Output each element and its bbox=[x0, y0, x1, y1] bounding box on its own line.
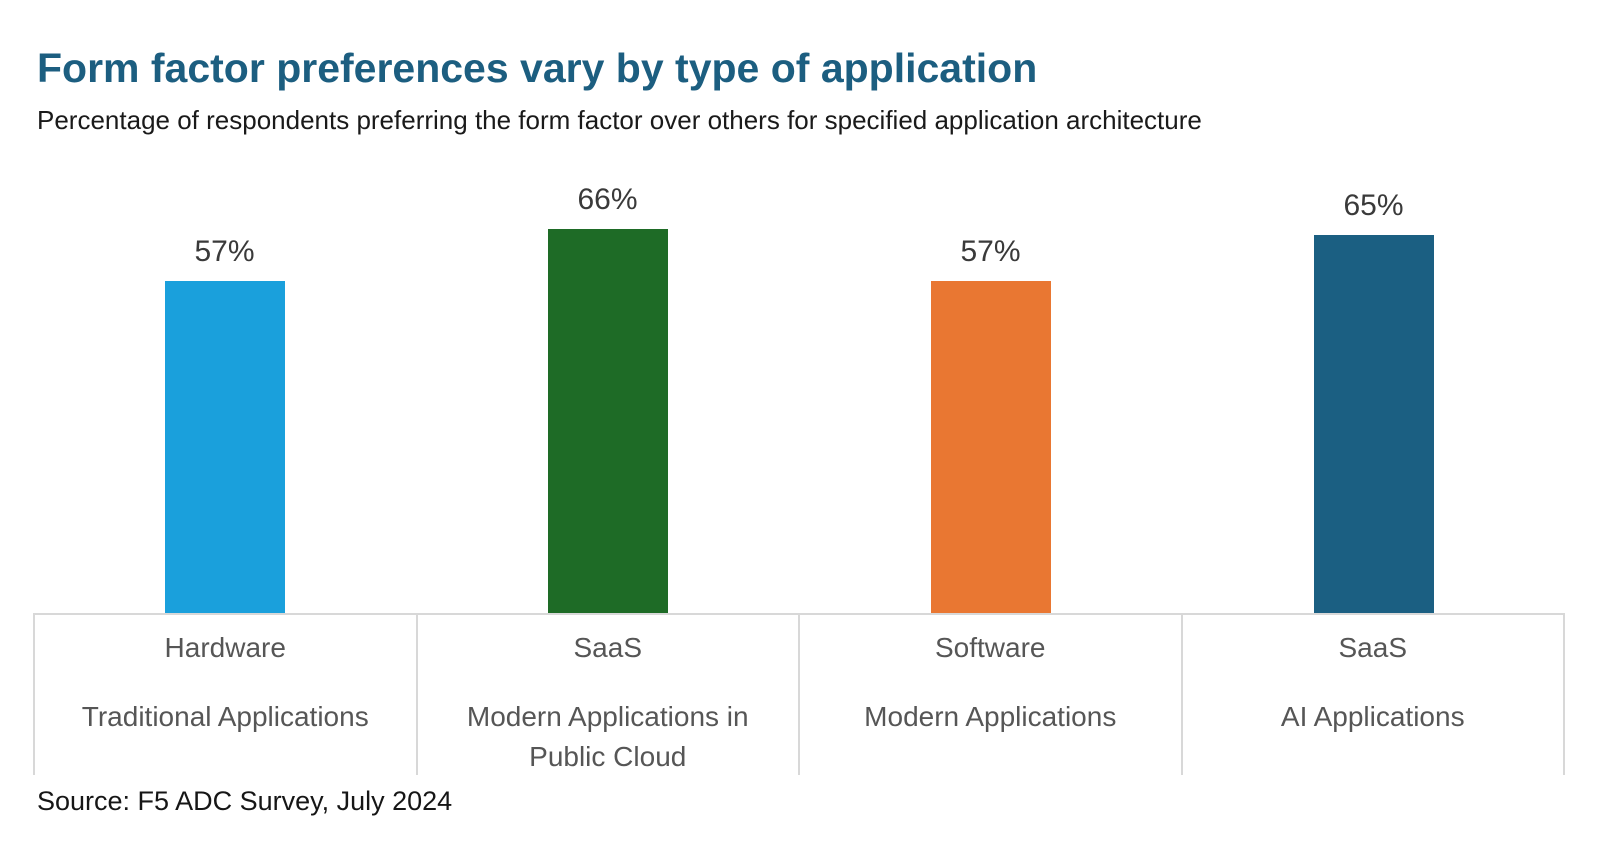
source-note: Source: F5 ADC Survey, July 2024 bbox=[37, 786, 453, 816]
chart-subtitle: Percentage of respondents preferring the… bbox=[37, 105, 1202, 136]
bar-value-label: 57% bbox=[960, 235, 1021, 268]
category-cell: SaaS AI Applications bbox=[1180, 615, 1565, 775]
form-factor-label: Software bbox=[935, 632, 1046, 663]
chart-title: Form factor preferences vary by type of … bbox=[37, 45, 1038, 91]
plot-area: 57% 66% 57% 65% bbox=[33, 158, 1565, 613]
category-cell: Hardware Traditional Applications bbox=[33, 615, 416, 775]
category-cell: Software Modern Applications bbox=[798, 615, 1181, 775]
application-type-label: Modern Applications bbox=[864, 700, 1117, 732]
bar-group: 65% bbox=[1182, 191, 1565, 613]
form-factor-label: SaaS bbox=[1338, 632, 1408, 663]
bar-rect bbox=[164, 281, 285, 613]
bar-rect bbox=[547, 229, 668, 613]
bar-value-label: 65% bbox=[1343, 189, 1404, 222]
application-type-label: Modern Applications in Public Cloud bbox=[466, 700, 749, 773]
form-factor-label: SaaS bbox=[573, 632, 643, 663]
application-type-label: Traditional Applications bbox=[81, 700, 369, 732]
bar-value-label: 57% bbox=[194, 235, 255, 268]
form-factor-label: Hardware bbox=[164, 632, 286, 663]
bar-group: 57% bbox=[799, 237, 1182, 613]
bar-rect bbox=[1313, 235, 1434, 613]
bar-group: 66% bbox=[416, 185, 799, 613]
bar-chart: 57% 66% 57% 65% Hardware Traditional Applica… bbox=[33, 158, 1565, 775]
bar-group: 57% bbox=[33, 237, 416, 613]
category-cell: SaaS Modern Applications in Public Cloud bbox=[415, 615, 799, 775]
application-type-label: AI Applications bbox=[1280, 700, 1465, 732]
category-table: Hardware Traditional Applications SaaS Mode… bbox=[33, 613, 1565, 775]
bar-rect bbox=[930, 281, 1051, 613]
chart-header: Form factor preferences vary by type of … bbox=[37, 45, 1560, 136]
bar-value-label: 66% bbox=[577, 183, 638, 216]
